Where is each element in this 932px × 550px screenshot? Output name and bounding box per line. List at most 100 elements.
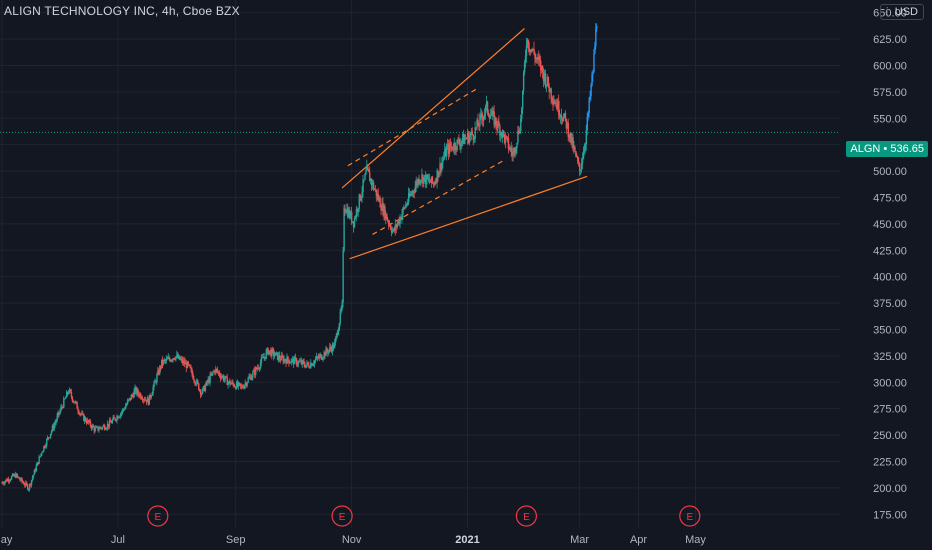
time-tick-label: Mar [570, 534, 589, 546]
candle-body [583, 148, 586, 152]
candle-body [368, 169, 370, 173]
currency-selector[interactable]: ⁞ USD [879, 4, 924, 20]
candle-body [3, 483, 5, 485]
candle-body [184, 362, 187, 365]
candle-body [258, 368, 261, 370]
candle-body [265, 351, 267, 359]
candle-body [351, 221, 354, 223]
candle-body [446, 144, 449, 148]
candle-body [45, 445, 47, 448]
candle-body [80, 413, 82, 415]
candle-body [438, 172, 440, 178]
candle-body [177, 354, 179, 359]
candle-body [430, 176, 433, 183]
candle-body [539, 59, 541, 61]
candle-body [227, 382, 229, 386]
candle-body [187, 361, 189, 365]
candle-body [301, 360, 303, 365]
candle-body [342, 250, 344, 303]
candle-body [148, 394, 151, 405]
candle-body [411, 191, 414, 195]
candle-body [330, 346, 332, 349]
earnings-marker [679, 505, 701, 527]
candle-body [23, 482, 25, 485]
candle-body [377, 193, 379, 200]
candle-body [362, 179, 364, 192]
candle-body [351, 211, 353, 223]
candle-body [234, 386, 236, 388]
candle-body [161, 359, 163, 368]
candle-body [290, 362, 292, 364]
candle-body [581, 159, 584, 164]
candle-body [346, 208, 348, 213]
candle-body [273, 350, 275, 357]
price-tick-label: 425.00 [873, 245, 907, 257]
candle-body [595, 28, 597, 47]
price-tick-label: 300.00 [873, 377, 907, 389]
candle-body [436, 170, 438, 183]
price-tick-label: 375.00 [873, 298, 907, 310]
price-tick-label: 475.00 [873, 192, 907, 204]
candle-body [13, 474, 16, 477]
candle-body [143, 399, 146, 401]
candle-body [519, 131, 521, 134]
candle-body [579, 163, 581, 171]
candle-body [394, 224, 397, 231]
candle-body [338, 323, 341, 330]
candle-body [29, 484, 32, 486]
candle-body [560, 115, 562, 117]
candle-body [165, 358, 168, 361]
candle-body [21, 478, 23, 482]
candle-body [39, 456, 41, 458]
candle-body [212, 372, 214, 374]
candle-body [587, 113, 589, 117]
candle-body [84, 417, 86, 421]
candle-body [19, 479, 21, 481]
candle-body [420, 180, 422, 182]
candle-body [496, 125, 498, 129]
candle-body [329, 346, 331, 350]
candle-body [340, 308, 342, 312]
candle-body [442, 159, 444, 163]
candle-body [445, 149, 447, 157]
candle-body [153, 381, 155, 388]
candle-body [319, 354, 322, 356]
candle-body [264, 356, 266, 359]
candle-body [505, 136, 508, 138]
candle-body [522, 72, 525, 91]
time-tick-label: May [0, 534, 13, 546]
candle-body [5, 479, 7, 482]
candle-body [407, 202, 409, 205]
candle-body [317, 357, 320, 359]
candle-body [157, 370, 159, 375]
candle-body [211, 372, 213, 375]
candle-body [550, 88, 552, 99]
candle-body [196, 380, 198, 385]
candle-body [474, 127, 476, 139]
candle-body [20, 478, 22, 481]
candle-body [315, 356, 318, 360]
candle-body [594, 46, 596, 54]
earnings-marker-label: E [686, 512, 693, 523]
candle-body [441, 162, 443, 171]
candle-body [139, 393, 141, 397]
candle-body [369, 172, 371, 182]
candle-body [472, 134, 474, 140]
candle-body [514, 148, 516, 153]
candle-body [345, 211, 347, 213]
candle-body [458, 139, 460, 144]
candle-body [335, 333, 338, 338]
candle-body [485, 101, 488, 106]
candle-body [347, 208, 349, 218]
candle-body [85, 417, 87, 422]
candle-body [75, 401, 77, 403]
candle-body [195, 383, 197, 385]
candle-body [89, 420, 92, 426]
price-tick-label: 550.00 [873, 113, 907, 125]
candle-body [131, 395, 133, 397]
candle-body [200, 393, 203, 395]
candle-body [76, 402, 78, 409]
candle-body [298, 361, 301, 363]
candle-body [331, 348, 333, 352]
